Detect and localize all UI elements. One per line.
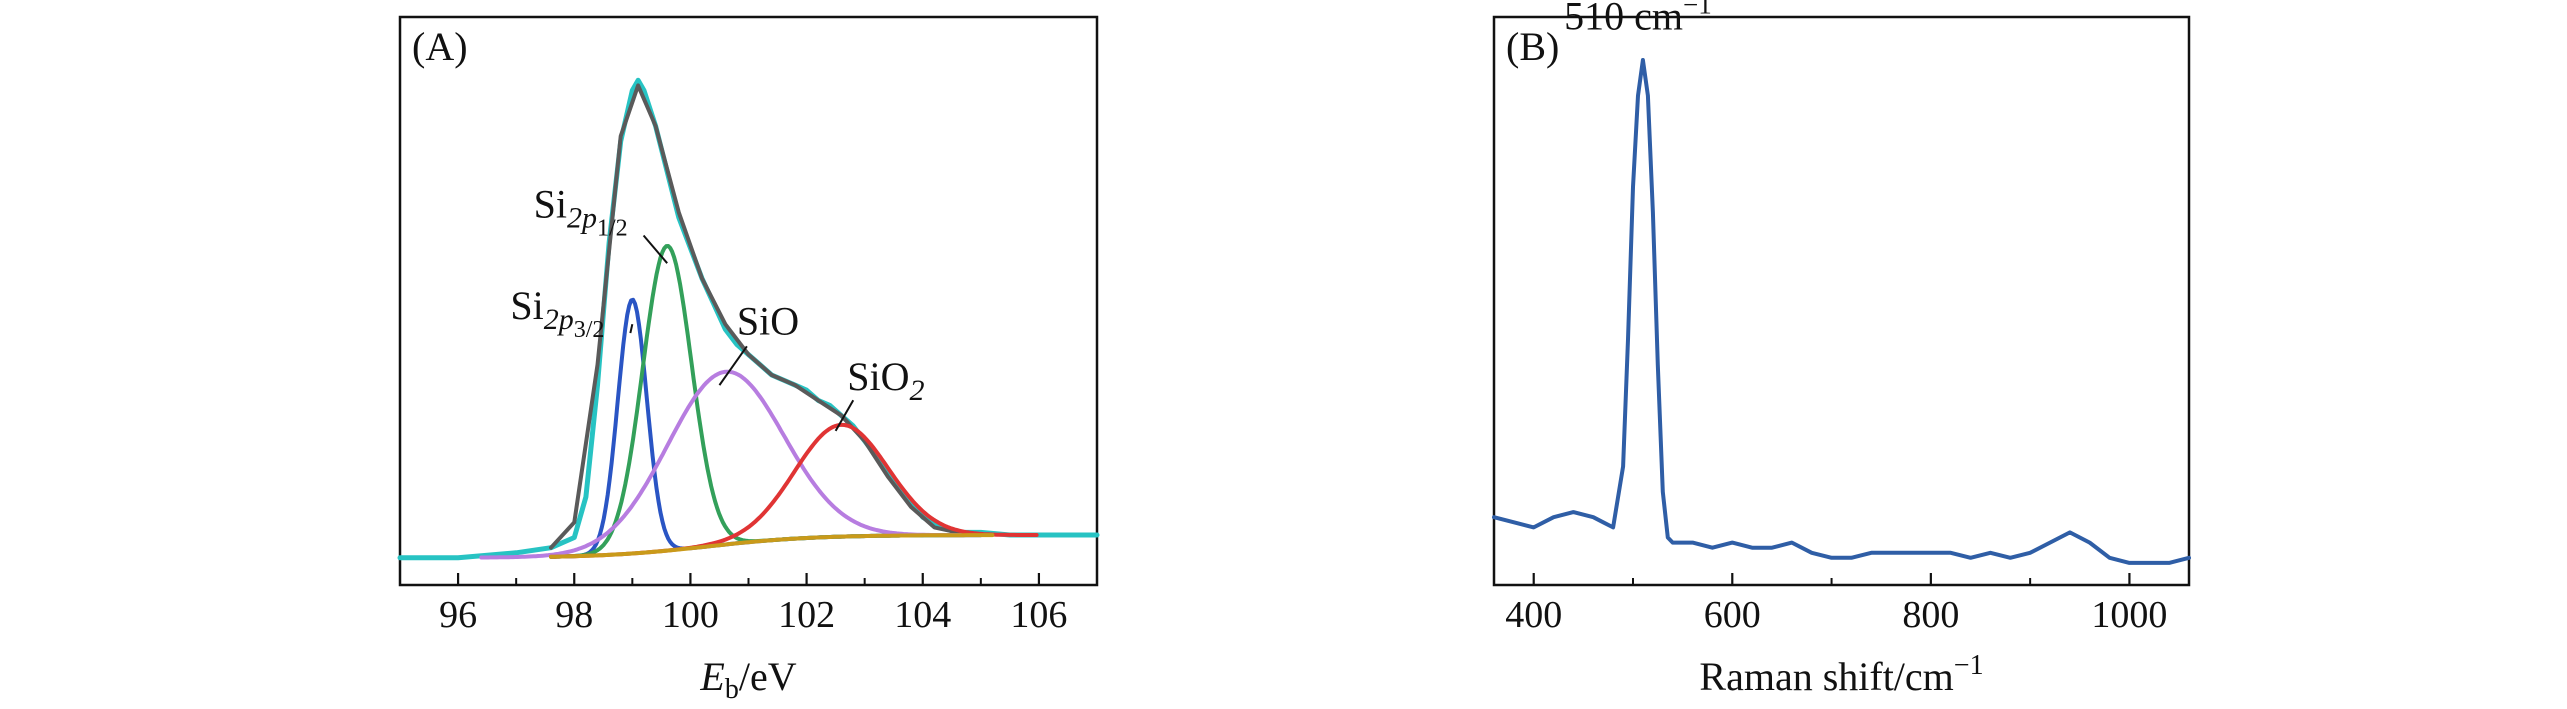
annotation-peak-label-text: 510 cm: [1564, 0, 1683, 39]
panel-b-frame: [1492, 15, 2191, 587]
panel-b-x-tick-label: 600: [1704, 594, 1761, 636]
annotation-sio2-base: SiO: [847, 354, 909, 399]
annotation-leader-sio2: [834, 399, 855, 432]
panel-a-series: [397, 77, 1100, 561]
annotation-leader-si2p3-2: [629, 323, 634, 334]
annotation-sio-base: SiO: [737, 298, 799, 343]
panel-b-x-axis-label: Raman shift/cm−1: [1699, 650, 1983, 699]
annotation-si2p3-2-sub: 2p: [544, 303, 574, 336]
panel-b-x-tick-label: 800: [1902, 594, 1959, 636]
panel-a-x-tick-label: 96: [439, 594, 477, 636]
annotation-si2p1-2-base: Si: [534, 181, 567, 226]
panel-a-x-tick-label: 104: [894, 594, 951, 636]
panel-a-x-tick-label: 98: [555, 594, 593, 636]
panel-b-x-tick-label: 1000: [2091, 594, 2167, 636]
panel-a-x-axis-label: Eb/eV: [699, 654, 796, 705]
annotation-peak-label-sup: −1: [1683, 0, 1712, 20]
panel-a-x-ticks: 96 98 100 102 104 106: [399, 573, 1098, 636]
panel-a-x-axis-label-unit: /eV: [739, 654, 797, 699]
annotation-si2p3-2-base: Si: [510, 283, 543, 328]
annotation-sio2: SiO2: [847, 354, 924, 407]
panel-b: (B) 400 600 800 1000 510 cm−1 Raman shift/c…: [1492, 0, 2191, 699]
annotation-peak-label: 510 cm−1: [1564, 0, 1712, 39]
annotation-si2p3-2-subsub: 3/2: [574, 317, 605, 343]
annotation-si2p1-2-sub: 2p: [567, 201, 597, 234]
panel-a-series-sio: [479, 369, 983, 560]
panel-a-series-background: [549, 533, 995, 559]
annotation-si2p3-2: Si2p3/2: [510, 283, 604, 343]
panel-a-x-axis-label-sub: b: [725, 674, 739, 705]
panel-b-series-raman-spectrum: [1492, 58, 2191, 565]
annotation-sio: SiO: [737, 298, 799, 343]
panel-b-x-tick-label: 400: [1505, 594, 1562, 636]
annotation-sio2-sub: 2: [909, 374, 924, 407]
panel-a-x-tick-label: 100: [662, 594, 719, 636]
annotation-si2p1-2: Si2p1/2: [534, 181, 628, 241]
panel-a-x-tick-label: 106: [1010, 594, 1067, 636]
panel-a-x-axis-label-main: E: [699, 654, 724, 699]
panel-a-label: (A): [412, 24, 468, 69]
panel-b-x-axis-label-main: Raman shift/cm: [1699, 654, 1953, 699]
panel-a-series-fit-envelope: [549, 83, 983, 550]
panel-b-x-axis-label-sup: −1: [1954, 650, 1984, 681]
annotation-leader-sio: [718, 345, 748, 386]
annotation-leader-si2p1-2: [642, 234, 668, 264]
panel-b-label: (B): [1506, 24, 1559, 69]
panel-b-annotations: 510 cm−1: [1564, 0, 1712, 39]
annotation-si2p1-2-subsub: 1/2: [597, 215, 628, 241]
panel-a-x-tick-label: 102: [778, 594, 835, 636]
panel-b-x-ticks: 400 600 800 1000: [1505, 573, 2167, 636]
panel-b-series: [1492, 58, 2191, 565]
